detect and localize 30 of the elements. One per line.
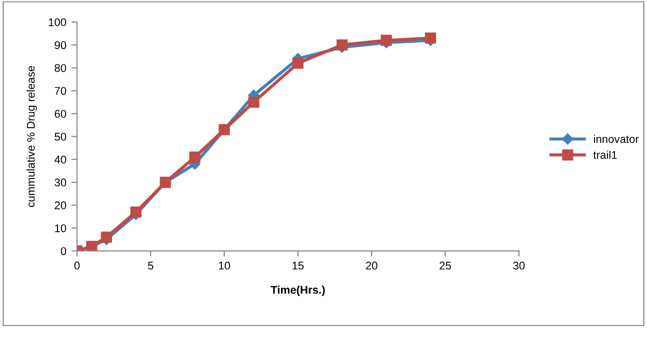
point	[380, 34, 392, 46]
x-tick-label: 30	[513, 262, 525, 270]
y-axis-title: cummulative % Drug release	[26, 66, 37, 208]
y-tick-label: 60	[54, 110, 66, 118]
x-tick-label: 20	[366, 262, 378, 270]
point	[336, 39, 348, 50]
point	[292, 58, 304, 69]
point	[424, 32, 436, 44]
x-tick-label: 10	[218, 262, 230, 270]
x-tick-label: 0	[74, 262, 80, 270]
point	[100, 232, 112, 243]
legend-label: trail1	[593, 150, 617, 159]
y-tick-label: 80	[54, 64, 66, 72]
legend-label: innovator	[594, 134, 639, 143]
point	[189, 152, 200, 163]
x-tick-label: 5	[148, 262, 154, 270]
point	[130, 206, 142, 218]
y-tick-label: 20	[54, 201, 66, 210]
x-tick-label: 25	[440, 262, 451, 270]
x-axis-title: Time(Hrs.)	[270, 286, 325, 296]
y-tick-label: 100	[48, 18, 66, 26]
y-tick-label: 50	[54, 132, 66, 141]
y-tick-label: 40	[54, 156, 66, 164]
x-tick-label: 15	[292, 262, 304, 270]
y-tick-label: 10	[55, 224, 66, 232]
y-tick-label: 90	[54, 41, 66, 50]
y-tick-label: 70	[54, 86, 66, 95]
point	[248, 96, 260, 108]
y-tick-label: 0	[60, 247, 66, 256]
y-tick-label: 30	[54, 178, 66, 186]
